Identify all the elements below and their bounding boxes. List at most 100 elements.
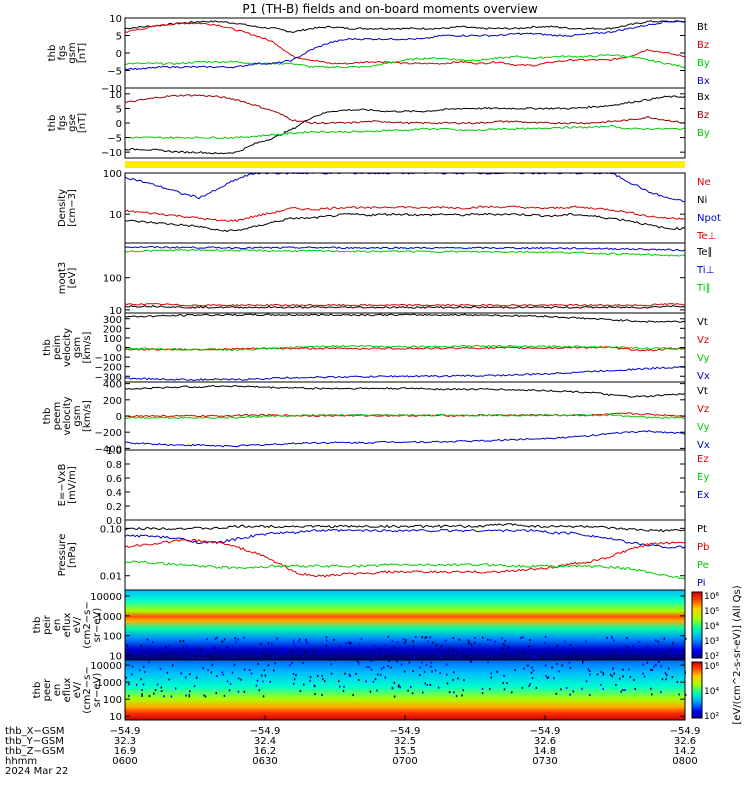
y-tick-label: 200 — [103, 324, 122, 335]
spectrogram-speckle — [343, 685, 345, 688]
spectrogram-speckle — [321, 694, 323, 696]
spectrogram-speckle — [455, 695, 458, 697]
series-line-pressure-Pi — [124, 528, 686, 549]
y-axis-label: eflux — [62, 613, 73, 638]
colorbar-tick-label: 10³ — [704, 637, 719, 647]
spectrogram-speckle — [523, 651, 525, 654]
spectrogram-speckle — [226, 650, 228, 653]
spectrogram-speckle — [569, 667, 572, 669]
spectrogram-speckle — [200, 648, 202, 651]
spectrogram-speckle — [612, 667, 614, 670]
spectrogram-speckle — [534, 658, 536, 661]
spectrogram-speckle — [384, 676, 386, 679]
spectrogram-speckle — [522, 636, 524, 639]
legend-entry: Bt — [697, 22, 708, 33]
y-axis-label: thb — [32, 682, 43, 699]
spectrogram-speckle — [216, 636, 218, 639]
spectrogram-speckle — [376, 689, 378, 692]
spectrogram-speckle — [502, 643, 505, 646]
spectrogram-speckle — [534, 656, 537, 659]
y-tick-label: 1000 — [97, 612, 122, 623]
spectrogram-speckle — [231, 671, 234, 674]
spectrogram-speckle — [528, 645, 530, 648]
spectrogram-speckle — [466, 654, 469, 657]
x-tick-label: −54.9 — [390, 726, 421, 737]
spectrogram-speckle — [556, 644, 559, 647]
spectrogram-speckle — [663, 637, 666, 640]
y-tick-label: −5 — [107, 134, 122, 145]
x-row-label: thb_Z−GSM — [5, 746, 65, 757]
spectrogram-speckle — [215, 692, 217, 695]
spectrogram-speckle — [588, 658, 591, 661]
spectrogram-speckle — [611, 675, 613, 678]
series-line-temperature-Ti∥ — [124, 248, 686, 257]
spectrogram-speckle — [461, 694, 463, 697]
spectrogram-speckle — [160, 690, 163, 692]
spectrogram-speckle — [624, 645, 627, 647]
spectrogram-speckle — [291, 661, 293, 664]
spectrogram-speckle — [188, 695, 191, 698]
spectrogram-speckle — [297, 640, 300, 643]
spectrogram-speckle — [558, 650, 561, 653]
spectrogram-speckle — [413, 651, 415, 654]
y-tick-label: 0.8 — [106, 460, 122, 471]
spectrogram-speckle — [573, 651, 575, 654]
spectrogram-speckle — [546, 677, 549, 679]
series-line-pressure-Pt — [124, 523, 686, 533]
y-tick-label: −300 — [95, 372, 122, 383]
spectrogram-speckle — [665, 678, 667, 681]
spectrogram-speckle — [145, 651, 147, 654]
y-tick-label: 10 — [109, 90, 122, 101]
spectrogram-speckle — [185, 676, 187, 679]
spectrogram-speckle — [646, 661, 648, 664]
spectrogram-speckle — [615, 649, 617, 652]
y-axis-label: moqt3 — [57, 262, 68, 295]
spectrogram-speckle — [360, 637, 363, 640]
spectrogram-speckle — [369, 650, 372, 653]
spectrogram-speckle — [228, 689, 231, 692]
y-axis-label: (cm2−s− — [82, 601, 93, 648]
y-axis-label: gsm — [72, 405, 83, 426]
spectrogram-speckle — [233, 656, 235, 659]
spectrogram-speckle — [325, 636, 328, 639]
colorbar-tick-label: 10² — [704, 652, 719, 662]
spectrogram-speckle — [468, 640, 470, 643]
panel-peir-spec: 10 100 1000 10000 thb peir en eflux eV/(cm2−s− sr… — [32, 589, 719, 663]
y-tick-label: 400 — [103, 380, 122, 391]
spectrogram-speckle — [672, 641, 674, 644]
spectrogram-speckle — [374, 678, 377, 681]
spectrogram-speckle — [411, 692, 414, 695]
spectrogram-speckle — [131, 673, 133, 676]
spectrogram-speckle — [189, 673, 191, 676]
spectrogram-speckle — [345, 642, 347, 645]
panel-temperature: 10 100 moqt3 [eV] Te∥ Ti⊥ Ti∥ — [57, 242, 714, 317]
spectrogram-speckle — [502, 682, 504, 684]
y-tick-label: −100 — [95, 353, 122, 364]
series-line-fgs-gse-By — [124, 124, 686, 140]
spectrogram-speckle — [585, 640, 587, 643]
spectrogram-speckle — [303, 683, 305, 686]
spectrogram-speckle — [338, 680, 340, 683]
spectrogram-speckle — [349, 642, 351, 645]
spectrogram-speckle — [342, 689, 345, 692]
spectrogram-speckle — [503, 653, 506, 656]
spectrogram-speckle — [596, 649, 599, 652]
spectrogram-speckle — [408, 661, 411, 664]
spectrogram-speckle — [133, 653, 136, 656]
spectrogram-speckle — [558, 670, 560, 673]
spectrogram-speckle — [393, 646, 396, 649]
spectrogram-speckle — [561, 664, 563, 667]
spectrogram-speckle — [167, 644, 170, 647]
spectrogram-speckle — [156, 683, 159, 686]
colorbar-tick-label: 10⁵ — [704, 607, 719, 617]
spectrogram-speckle — [543, 642, 546, 645]
spectrogram-speckle — [651, 658, 654, 661]
spectrogram-speckle — [298, 638, 301, 641]
spectrogram-speckle — [655, 663, 657, 666]
x-tick-label: 32.5 — [394, 736, 416, 747]
x-tick-label: 0630 — [252, 756, 277, 767]
spectrogram-speckle — [469, 660, 472, 663]
quality-flag-bar — [125, 161, 685, 168]
spectrogram-speckle — [396, 641, 399, 644]
